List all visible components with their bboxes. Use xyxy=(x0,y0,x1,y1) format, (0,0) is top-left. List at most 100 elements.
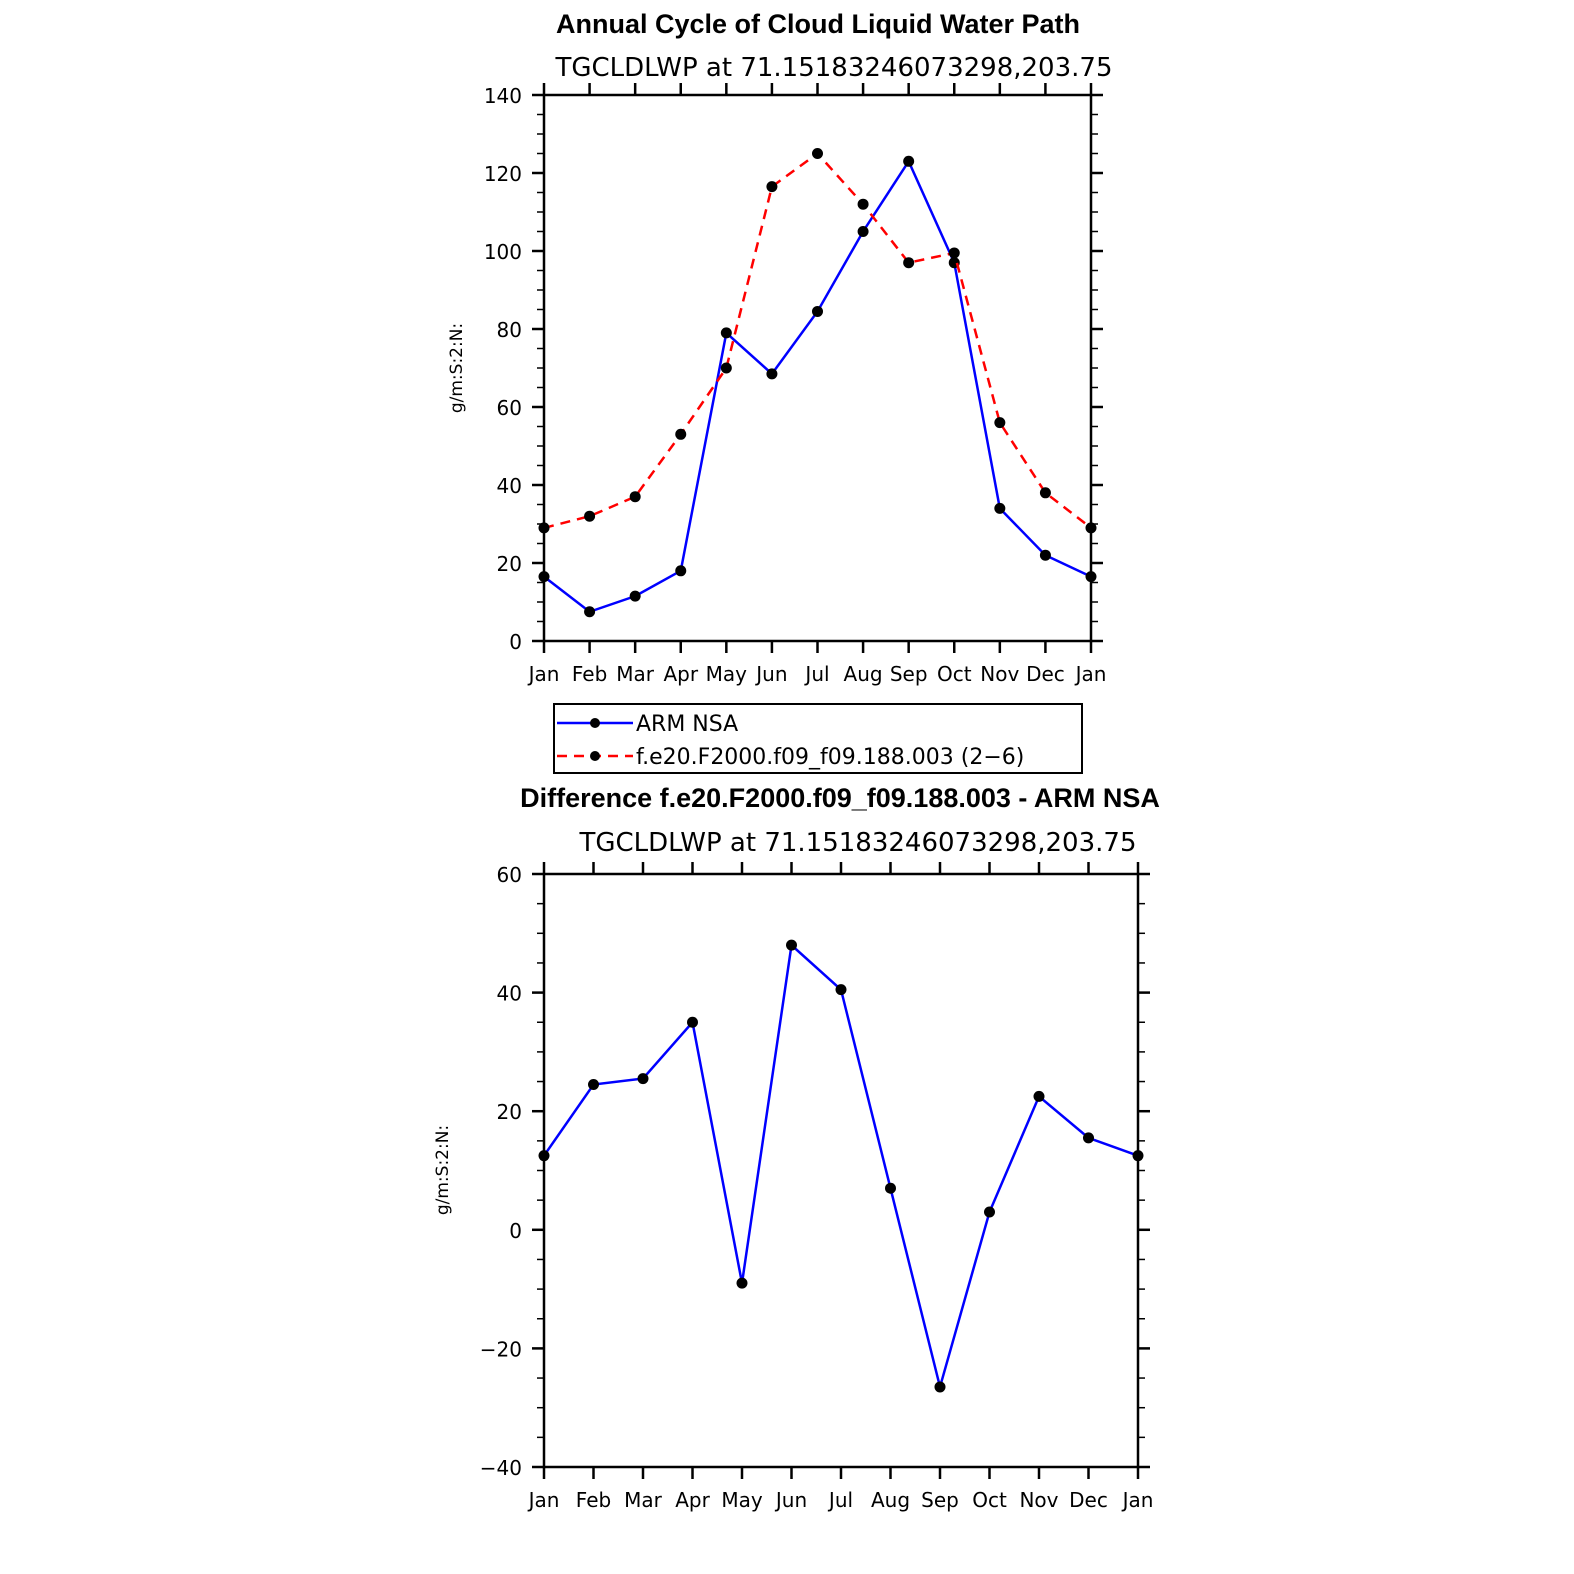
data-point xyxy=(588,1079,599,1091)
x-tick-label: Mar xyxy=(616,662,655,686)
data-point xyxy=(1083,1132,1094,1144)
y-tick-label: 60 xyxy=(497,863,522,887)
data-point xyxy=(903,257,915,269)
x-tick-label: Sep xyxy=(890,662,928,686)
data-point xyxy=(835,984,847,996)
plot-frame xyxy=(542,93,1093,643)
x-tick-label: Nov xyxy=(1019,1488,1058,1512)
plot-area: −40 −20 0 20 40 60 Jan Feb Mar Apr May Jun Jul Aug Sep… xyxy=(480,862,1154,1512)
y-tick-label: 0 xyxy=(509,630,522,654)
x-tick-label: May xyxy=(721,1488,763,1512)
data-point xyxy=(994,417,1006,429)
x-tick-label: Apr xyxy=(663,662,698,686)
y-axis-label: g/m:S:2:N: xyxy=(433,1125,453,1215)
y-tick-label: 20 xyxy=(497,552,522,576)
x-tick-label: Jul xyxy=(803,662,829,686)
chart-title: Difference f.e20.F2000.f09_f09.188.003 -… xyxy=(520,783,1160,813)
y-tick-label: 100 xyxy=(484,240,522,264)
x-tick-label: Dec xyxy=(1026,662,1065,686)
data-point xyxy=(736,1277,748,1289)
data-point xyxy=(675,565,687,577)
x-tick-label: Feb xyxy=(572,662,607,686)
data-point xyxy=(903,155,915,167)
data-point xyxy=(1033,1090,1045,1102)
data-point xyxy=(687,1016,698,1028)
data-point xyxy=(1039,487,1051,499)
x-tick-label: Jan xyxy=(1121,1488,1154,1512)
plot-frame xyxy=(542,872,1140,1469)
data-point xyxy=(720,327,732,339)
data-point xyxy=(584,606,596,618)
data-point xyxy=(857,226,869,237)
y-tick-label: 0 xyxy=(509,1219,522,1243)
y-tick-label: 20 xyxy=(497,1100,522,1124)
legend-label-model: f.e20.F2000.f09_f09.188.003 (2−6) xyxy=(636,745,1024,770)
data-point xyxy=(629,590,641,602)
x-tick-label: Mar xyxy=(624,1488,663,1512)
chart-title: Annual Cycle of Cloud Liquid Water Path xyxy=(556,9,1080,39)
y-tick-label: 140 xyxy=(484,84,522,108)
difference-chart: Difference f.e20.F2000.f09_f09.188.003 -… xyxy=(433,783,1160,1512)
y-tick-label: 40 xyxy=(497,982,522,1006)
y-tick-label: −40 xyxy=(480,1456,522,1480)
data-point xyxy=(584,510,596,522)
chart-subtitle: TGCLDLWP at 71.15183246073298,203.75 xyxy=(578,828,1136,858)
x-tick-label: Jun xyxy=(774,1488,807,1512)
data-point xyxy=(885,1182,896,1194)
data-point xyxy=(538,571,550,583)
series-line-1 xyxy=(543,151,1092,530)
data-point xyxy=(857,198,869,210)
data-point xyxy=(720,362,732,374)
series-line-0 xyxy=(543,158,1092,614)
data-point xyxy=(812,148,823,159)
x-tick-label: Aug xyxy=(871,1488,910,1512)
series-line-0 xyxy=(542,942,1139,1392)
x-tick-label: Sep xyxy=(921,1488,959,1512)
y-tick-label: −20 xyxy=(480,1337,522,1361)
data-point xyxy=(994,502,1006,514)
data-point xyxy=(786,939,797,951)
y-tick-label: 60 xyxy=(497,396,522,420)
chart-subtitle: TGCLDLWP at 71.15183246073298,203.75 xyxy=(554,53,1112,83)
data-point xyxy=(1132,1150,1144,1162)
x-tick-label: Jun xyxy=(754,662,787,686)
annual-cycle-chart: Annual Cycle of Cloud Liquid Water Path … xyxy=(447,9,1113,686)
x-tick-label: Jul xyxy=(827,1488,853,1512)
legend-box xyxy=(553,703,1083,774)
data-point xyxy=(538,522,550,534)
legend-marker-arm-nsa xyxy=(590,718,600,728)
data-point xyxy=(766,368,778,380)
legend-label-arm-nsa: ARM NSA xyxy=(636,712,738,737)
x-tick-label: Oct xyxy=(972,1488,1007,1512)
x-tick-label: Dec xyxy=(1069,1488,1108,1512)
plot-area: 0 20 40 60 80 100 120 140 Jan Feb Mar Apr May Jun Jul A… xyxy=(484,83,1107,686)
x-tick-label: Apr xyxy=(675,1488,710,1512)
data-point xyxy=(1039,549,1051,561)
data-point xyxy=(675,428,687,440)
data-point xyxy=(637,1073,649,1085)
data-point xyxy=(538,1150,550,1162)
data-point xyxy=(766,181,778,193)
y-tick-label: 40 xyxy=(497,474,522,498)
data-point xyxy=(629,491,641,503)
data-point xyxy=(948,247,960,259)
y-tick-label: 80 xyxy=(497,318,522,342)
x-tick-label: Nov xyxy=(980,662,1019,686)
legend: ARM NSA f.e20.F2000.f09_f09.188.003 (2−6… xyxy=(553,703,1083,774)
y-tick-label: 120 xyxy=(484,162,522,186)
x-tick-label: Jan xyxy=(1074,662,1107,686)
data-point xyxy=(812,305,823,317)
x-tick-label: Feb xyxy=(576,1488,611,1512)
data-point xyxy=(984,1206,995,1218)
data-point xyxy=(934,1381,946,1393)
x-tick-label: May xyxy=(706,662,748,686)
data-point xyxy=(1085,571,1097,583)
x-tick-label: Jan xyxy=(527,1488,560,1512)
legend-marker-model xyxy=(590,751,600,761)
x-tick-label: Oct xyxy=(937,662,972,686)
y-axis-label: g/m:S:2:N: xyxy=(447,323,467,413)
data-point xyxy=(1085,522,1097,534)
x-tick-label: Aug xyxy=(844,662,883,686)
x-tick-label: Jan xyxy=(527,662,560,686)
